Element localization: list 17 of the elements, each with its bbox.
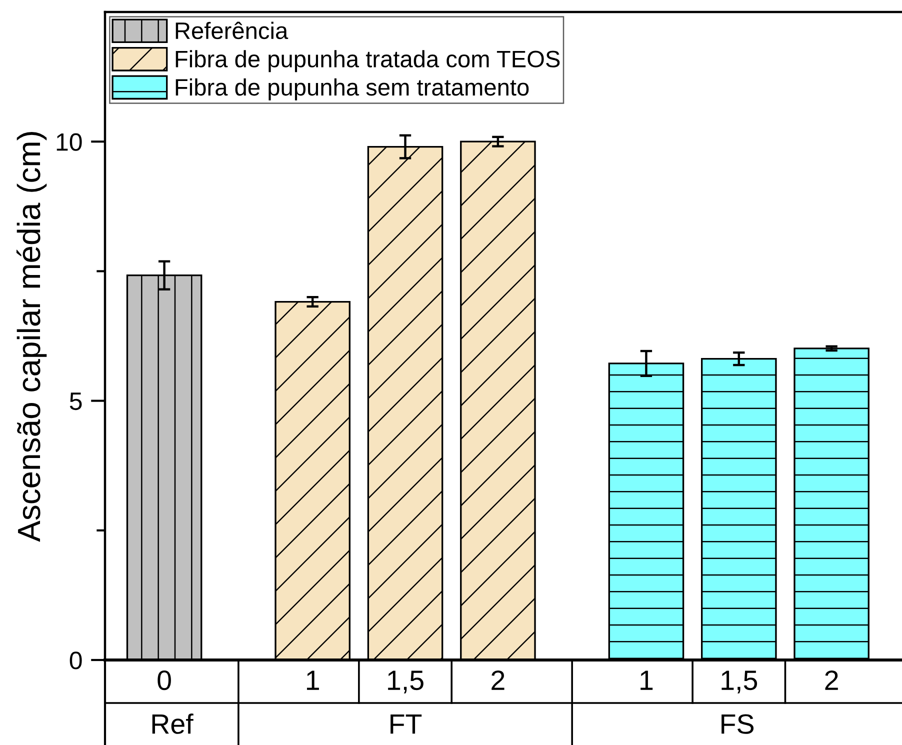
text: FT xyxy=(390,714,422,734)
x-tick-label: 1 xyxy=(306,670,319,690)
y-tick-label: 10 xyxy=(56,133,82,151)
legend-label: Fibra de pupunha sem tratamento xyxy=(176,78,529,100)
x-tick-label: 1,5 xyxy=(388,670,424,694)
text: FS xyxy=(722,714,754,734)
x-tick-label: 2 xyxy=(492,670,504,690)
y-tick-label: 0 xyxy=(70,652,82,670)
x-tick-label: 2 xyxy=(825,670,838,690)
y-axis-title: Ascensão capilar média (cm) xyxy=(16,132,47,542)
x-tick-label: 1,5 xyxy=(722,670,758,694)
y-tick-label: 5 xyxy=(70,392,82,410)
x-tick-label: 1 xyxy=(640,670,653,690)
legend-label: Referência xyxy=(176,22,288,40)
legend-label: Fibra de pupunha tratada com TEOS xyxy=(176,50,560,72)
text: Ref xyxy=(152,714,194,734)
x-tick-label: 0 xyxy=(158,670,171,690)
